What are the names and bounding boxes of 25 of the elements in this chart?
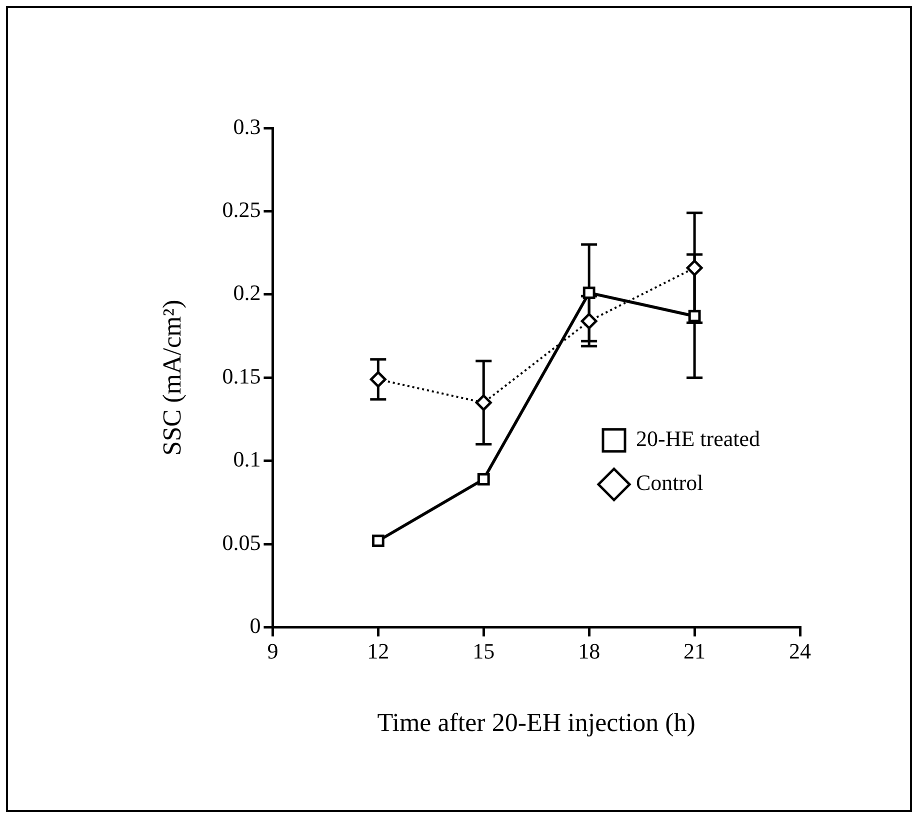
point: [688, 310, 701, 322]
x-tick-label: 21: [684, 638, 706, 664]
point: [372, 534, 384, 548]
x-tick-label: 9: [267, 638, 278, 664]
y-tick-label: 0.25: [222, 197, 261, 222]
y-tick-label: 0.15: [222, 363, 261, 388]
x-tick-label: 15: [472, 638, 495, 664]
y-axis-title: SSC (mA/cm²): [157, 300, 186, 456]
point: [580, 312, 598, 330]
point: [475, 394, 492, 411]
x-axis-title: Time after 20-EH injection (h): [377, 708, 696, 738]
point: [477, 473, 490, 486]
legend-label: Control: [636, 470, 704, 496]
x-tick-label: 18: [578, 638, 600, 664]
legend-label: 20-HE treated: [636, 426, 760, 452]
x-tick-label: 12: [367, 638, 390, 664]
y-tick-label: 0.05: [222, 530, 261, 555]
x-tick-label: 24: [789, 638, 811, 664]
y-tick-label: 0.2: [233, 280, 261, 306]
y-tick-label: 0.1: [233, 446, 261, 472]
y-tick-label: 0.3: [233, 114, 261, 139]
y-tick-label: 0: [250, 613, 261, 638]
point: [370, 371, 386, 388]
point: [582, 286, 596, 299]
point: [686, 260, 703, 276]
